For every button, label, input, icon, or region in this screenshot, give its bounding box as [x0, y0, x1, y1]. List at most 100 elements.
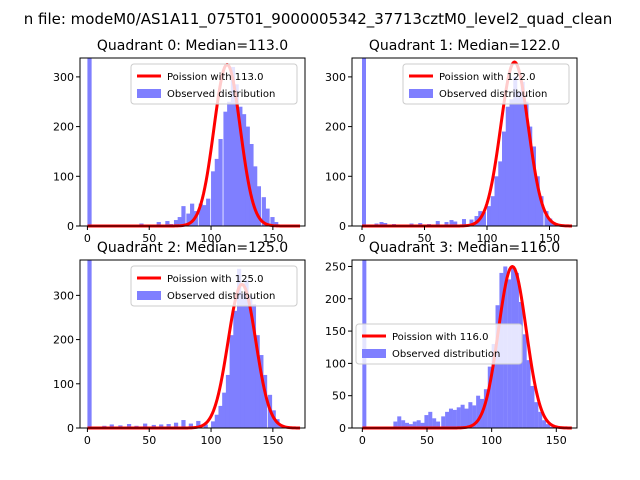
histogram-bar [524, 101, 529, 226]
histogram-bar [517, 91, 521, 226]
histogram-bar [251, 304, 257, 428]
y-tick-label: 100 [325, 357, 346, 370]
y-tick-label: 150 [325, 325, 346, 338]
histogram-bar [181, 420, 186, 428]
histogram-bar [445, 411, 450, 428]
histogram-bar [542, 420, 547, 428]
legend-box [130, 265, 298, 307]
legend-bar-swatch [137, 89, 161, 98]
histogram-bar [538, 411, 543, 428]
axes-frame [79, 259, 306, 429]
histogram-bar [513, 76, 518, 226]
x-tick-label: 100 [201, 232, 222, 245]
y-tick-label: 0 [67, 220, 74, 233]
y-tick-label: 0 [339, 220, 346, 233]
histogram-bar [248, 295, 253, 428]
legend-label-poisson: Poission with 116.0 [392, 332, 488, 343]
histogram-bar [218, 405, 223, 428]
histogram-bar [211, 171, 216, 226]
legend: Poission with 122.0 Observed distribution [402, 63, 570, 105]
legend-bar-swatch [362, 349, 386, 358]
histogram-bar [262, 374, 268, 428]
histogram-bar [230, 66, 236, 226]
x-tick-label: 50 [142, 232, 156, 245]
legend-label-observed: Observed distribution [439, 89, 547, 100]
histogram-bar [222, 392, 227, 428]
histogram-bar [255, 335, 260, 428]
histogram-bar [534, 402, 539, 428]
histogram-bar [545, 424, 550, 428]
histogram-bar [436, 421, 441, 428]
histogram-bar [214, 414, 219, 428]
histogram-bar [456, 407, 461, 428]
legend-bar-swatch [137, 291, 161, 300]
histogram-bar [468, 402, 473, 428]
y-tick-label: 200 [53, 334, 74, 347]
histogram-bar [241, 114, 247, 226]
subplot-quadrant-1: 0 50 100 150 0 100 200 300 Quadrant 1: Median=12… [325, 38, 578, 245]
histogram-bar [211, 421, 216, 428]
subplot-quadrant-0: 0 50 100 150 0 100 200 300 Quadrant 0: Median=11… [53, 38, 306, 245]
histogram-bar [476, 395, 481, 428]
x-tick-label: 50 [418, 232, 432, 245]
histogram-bar [126, 424, 132, 428]
histogram-bar [253, 166, 258, 226]
histogram-bar [237, 268, 242, 428]
histogram-bar [428, 411, 433, 428]
histogram-bar [424, 415, 429, 428]
histogram-bar [472, 405, 477, 428]
histogram-bar [483, 389, 488, 428]
x-tick-label: 0 [359, 232, 366, 245]
histogram-bar [505, 106, 510, 226]
histogram-bar [441, 416, 446, 428]
histogram-bar [432, 418, 437, 428]
histogram-bar [487, 206, 491, 226]
legend: Poission with 116.0 Observed distribution [355, 323, 523, 365]
histogram-bar [487, 366, 492, 428]
axes-frame [351, 259, 578, 429]
y-tick-label: 300 [53, 71, 74, 84]
histogram-bar [522, 334, 527, 428]
subplot-title: Quadrant 3: Median=116.0 [369, 240, 560, 256]
histogram-bar [249, 143, 254, 226]
histogram-bar [223, 111, 228, 226]
histogram-bar [173, 422, 179, 428]
histogram-bar [416, 420, 421, 428]
legend-label-observed: Observed distribution [167, 291, 275, 302]
histogram-bar [206, 198, 211, 226]
x-tick-label: 150 [539, 232, 560, 245]
y-tick-label: 200 [325, 293, 346, 306]
histogram-bar [397, 416, 402, 428]
histogram-bar [393, 421, 398, 428]
histogram-bar [188, 423, 193, 428]
histogram-bar [156, 222, 161, 226]
x-tick-label: 0 [359, 434, 366, 447]
x-tick-label: 150 [546, 434, 567, 447]
histogram-bar [518, 302, 523, 428]
x-tick-label: 0 [84, 232, 91, 245]
legend-label-observed: Observed distribution [392, 349, 500, 360]
histogram-bar [498, 161, 503, 226]
histogram-bar [143, 423, 148, 428]
histogram-bar [225, 374, 231, 428]
y-tick-label: 100 [53, 170, 74, 183]
y-tick-label: 0 [67, 422, 74, 435]
x-tick-label: 0 [84, 434, 91, 447]
histogram-bar [526, 360, 531, 428]
histogram-bar [256, 186, 261, 226]
x-tick-label: 50 [420, 434, 434, 447]
subplot-title: Quadrant 2: Median=125.0 [97, 240, 288, 256]
y-tick-label: 200 [53, 121, 74, 134]
histogram-bar [159, 424, 164, 428]
histogram-bar [530, 386, 535, 428]
histogram-bar [202, 205, 207, 226]
histogram-bar [482, 212, 486, 226]
histogram-bar [469, 219, 474, 226]
histogram-bar [229, 335, 234, 428]
legend-box [402, 63, 570, 105]
histogram-bar [509, 99, 514, 226]
histogram-bar [444, 222, 449, 226]
histogram-bar [379, 222, 384, 226]
histogram-bar [494, 176, 499, 226]
histogram-bar [420, 422, 425, 428]
